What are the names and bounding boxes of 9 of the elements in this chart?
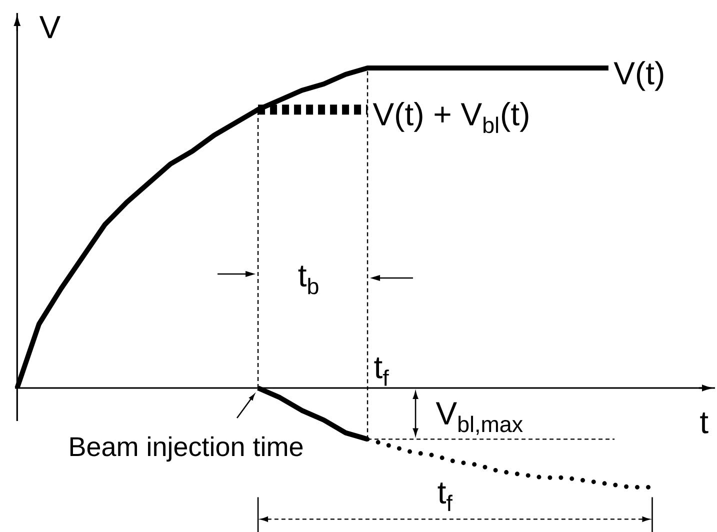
series-label: V(t) <box>614 61 664 91</box>
annotation: t$_{b}$ <box>298 266 318 294</box>
annotation: Beam injection time <box>70 436 303 462</box>
annotation: t$_{f}$ <box>438 482 452 511</box>
ref-line-label: V$_{bl,max}$ <box>436 402 523 435</box>
annotation: t$_{f}$ <box>374 357 389 386</box>
series-label: V(t) + V$_{bl}$(t) <box>372 102 528 134</box>
x-axis-title: t <box>700 412 708 434</box>
y-axis-title: V <box>39 16 61 38</box>
